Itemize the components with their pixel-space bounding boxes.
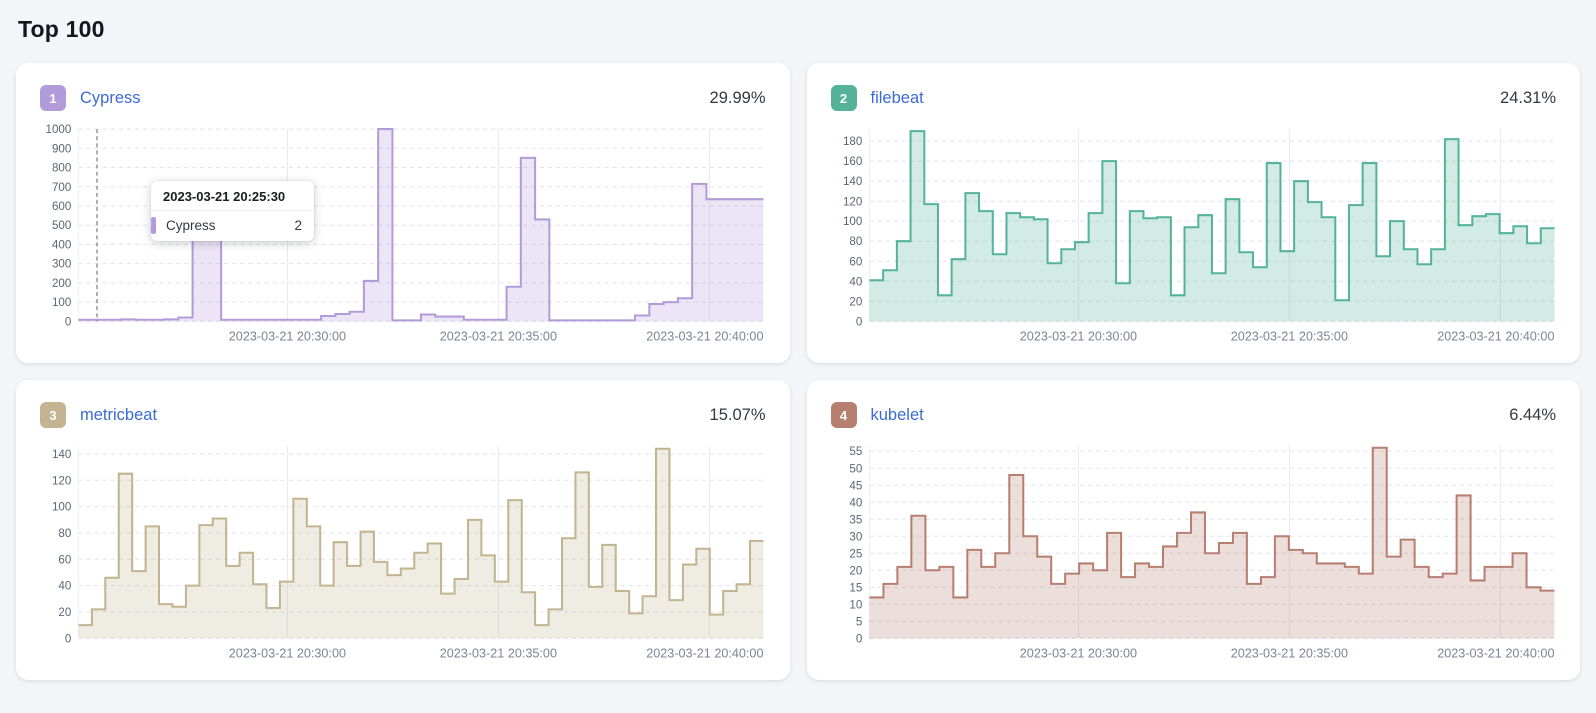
- chart-card: 3 metricbeat 15.07% 0 20 40 60 80 100 120 140 20…: [16, 380, 790, 680]
- page-title: Top 100: [18, 16, 105, 42]
- chart-card: 2 filebeat 24.31% 0 20 40 60 80 100 120 140 160 1…: [806, 63, 1580, 363]
- rank-badge: 3: [40, 402, 66, 428]
- x-tick-label: 2023-03-21 20:35:00: [440, 330, 557, 344]
- x-tick-label: 2023-03-21 20:35:00: [440, 647, 557, 661]
- x-tick-label: 2023-03-21 20:40:00: [1437, 330, 1554, 344]
- series-link[interactable]: kubelet: [870, 405, 924, 424]
- card-header: 1 Cypress 29.99%: [40, 85, 766, 111]
- y-tick-label: 100: [52, 296, 72, 309]
- series-line: [868, 446, 1554, 599]
- y-tick-label: 60: [58, 553, 71, 566]
- x-tick-label: 2023-03-21 20:40:00: [1437, 647, 1554, 661]
- chart-tooltip: 2023-03-21 20:25:30 Cypress 2: [151, 181, 314, 241]
- chart-card: 4 kubelet 6.44% 0 5 10 15 20 25 30 35 40 45 50 55 20…: [806, 380, 1580, 680]
- y-tick-label: 0: [855, 632, 862, 645]
- tooltip-series-value: 2: [294, 218, 302, 233]
- tooltip-series-label: Cypress: [166, 218, 216, 233]
- series-line: [868, 130, 1554, 302]
- y-tick-label: 40: [58, 580, 71, 593]
- y-tick-label: 300: [52, 258, 72, 271]
- y-tick-label: 25: [849, 547, 862, 560]
- y-tick-label: 600: [52, 200, 72, 213]
- y-tick-label: 100: [842, 215, 862, 228]
- rank-badge: 2: [830, 85, 857, 111]
- card-header: 2 filebeat 24.31%: [830, 85, 1556, 111]
- series-marker-icon: [151, 217, 156, 234]
- y-tick-label: 30: [849, 530, 862, 543]
- y-tick-label: 55: [849, 445, 862, 458]
- y-tick-label: 5: [855, 615, 861, 628]
- tooltip-row: Cypress 2: [151, 211, 314, 234]
- cards-grid: 1 Cypress 29.99% 0 100 200 300 400 500 600 700 8…: [16, 63, 1580, 680]
- series-line: [78, 447, 764, 627]
- y-tick-label: 140: [52, 448, 72, 461]
- y-tick-label: 800: [52, 162, 72, 175]
- card-header: 3 metricbeat 15.07%: [40, 402, 766, 428]
- x-tick-label: 2023-03-21 20:35:00: [1230, 647, 1347, 661]
- dashboard-page: Top 100 1 Cypress 29.99% 0 100 200 300 400 50…: [16, 16, 1580, 680]
- chart-card: 1 Cypress 29.99% 0 100 200 300 400 500 600 700 8…: [16, 63, 790, 363]
- area-chart[interactable]: 0 20 40 60 80 100 120 140 2023-03-21 20:30:00 202…: [40, 440, 766, 665]
- y-tick-label: 140: [842, 175, 862, 188]
- y-tick-label: 0: [855, 315, 862, 328]
- y-tick-label: 10: [849, 598, 862, 611]
- y-tick-label: 35: [849, 513, 862, 526]
- area-chart[interactable]: 0 20 40 60 80 100 120 140 160 180 2023-03-21 20:30…: [831, 123, 1557, 348]
- area-chart[interactable]: 0 5 10 15 20 25 30 35 40 45 50 55 2023-03-21 20:30:0…: [831, 440, 1557, 665]
- percent-value: 15.07%: [709, 405, 766, 424]
- y-tick-label: 120: [52, 474, 72, 487]
- y-tick-label: 400: [52, 238, 72, 251]
- area-chart[interactable]: 0 100 200 300 400 500 600 700 800 900 1000 2023-03-…: [40, 123, 766, 348]
- y-tick-label: 50: [849, 462, 862, 475]
- percent-value: 29.99%: [709, 88, 766, 107]
- chart-canvas: 0 20 40 60 80 100 120 140 160 180 2023-03-21 20:30…: [842, 129, 1554, 344]
- y-tick-label: 45: [849, 479, 862, 492]
- y-tick-label: 40: [849, 275, 862, 288]
- y-tick-label: 15: [849, 581, 862, 594]
- y-tick-label: 900: [52, 142, 72, 155]
- series-line: [78, 128, 764, 322]
- x-tick-label: 2023-03-21 20:30:00: [229, 647, 346, 661]
- chart-canvas: 0 5 10 15 20 25 30 35 40 45 50 55 2023-03-21 20:30:0…: [849, 445, 1554, 661]
- series-link[interactable]: Cypress: [80, 88, 141, 107]
- y-tick-label: 700: [52, 181, 72, 194]
- y-tick-label: 0: [65, 315, 72, 328]
- x-tick-label: 2023-03-21 20:30:00: [1019, 330, 1136, 344]
- y-tick-label: 160: [842, 155, 862, 168]
- series-link[interactable]: metricbeat: [80, 405, 158, 424]
- x-tick-label: 2023-03-21 20:40:00: [646, 330, 763, 344]
- y-tick-label: 40: [849, 496, 862, 509]
- series-area: [78, 448, 764, 639]
- chart-canvas: 0 100 200 300 400 500 600 700 800 900 1000 2023-03-…: [46, 123, 764, 344]
- series-area: [868, 447, 1554, 639]
- rank-badge: 1: [40, 85, 66, 111]
- y-tick-label: 180: [842, 135, 862, 148]
- y-tick-label: 80: [58, 527, 71, 540]
- x-tick-label: 2023-03-21 20:35:00: [1230, 330, 1347, 344]
- series-link[interactable]: filebeat: [870, 88, 924, 107]
- y-tick-label: 20: [849, 295, 862, 308]
- percent-value: 24.31%: [1500, 88, 1556, 107]
- y-tick-label: 120: [842, 195, 862, 208]
- y-tick-label: 100: [52, 501, 72, 514]
- percent-value: 6.44%: [1509, 405, 1556, 424]
- x-tick-label: 2023-03-21 20:30:00: [229, 330, 346, 344]
- y-tick-label: 60: [849, 255, 862, 268]
- tooltip-timestamp: 2023-03-21 20:25:30: [151, 189, 314, 211]
- rank-badge: 4: [830, 402, 857, 428]
- y-tick-label: 80: [849, 235, 862, 248]
- y-tick-label: 20: [58, 606, 71, 619]
- y-tick-label: 500: [52, 219, 72, 232]
- card-header: 4 kubelet 6.44%: [830, 402, 1556, 428]
- y-tick-label: 20: [849, 564, 862, 577]
- y-tick-label: 0: [65, 632, 72, 645]
- y-tick-label: 1000: [46, 123, 72, 136]
- x-tick-label: 2023-03-21 20:40:00: [646, 647, 763, 661]
- x-tick-label: 2023-03-21 20:30:00: [1019, 647, 1136, 661]
- chart-canvas: 0 20 40 60 80 100 120 140 2023-03-21 20:30:00 202…: [52, 446, 764, 661]
- y-tick-label: 200: [52, 277, 72, 290]
